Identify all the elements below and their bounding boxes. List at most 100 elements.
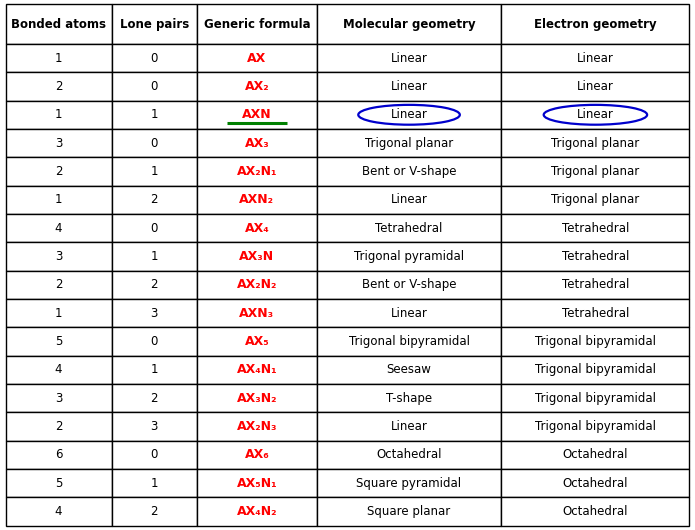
Bar xyxy=(6,186,112,214)
Text: Octahedral: Octahedral xyxy=(563,448,628,462)
Bar xyxy=(197,271,317,299)
Text: AXN₃: AXN₃ xyxy=(239,307,275,320)
Text: Tetrahedral: Tetrahedral xyxy=(562,307,629,320)
Text: AXN: AXN xyxy=(242,108,272,121)
Text: Trigonal bipyramidal: Trigonal bipyramidal xyxy=(535,392,656,405)
Text: Electron geometry: Electron geometry xyxy=(534,17,657,31)
Bar xyxy=(501,129,689,157)
Bar xyxy=(6,44,112,72)
Text: Trigonal planar: Trigonal planar xyxy=(551,193,639,206)
Bar xyxy=(197,242,317,271)
Text: 0: 0 xyxy=(151,80,158,93)
Text: Square planar: Square planar xyxy=(368,505,450,518)
Text: Seesaw: Seesaw xyxy=(386,364,432,376)
Text: Linear: Linear xyxy=(577,51,614,65)
Text: 2: 2 xyxy=(55,80,63,93)
Bar xyxy=(197,384,317,412)
Text: Trigonal planar: Trigonal planar xyxy=(551,137,639,149)
Text: 2: 2 xyxy=(151,392,158,405)
Bar xyxy=(112,299,197,328)
Text: 0: 0 xyxy=(151,335,158,348)
Text: 1: 1 xyxy=(151,364,158,376)
Bar xyxy=(317,299,501,328)
Text: Generic formula: Generic formula xyxy=(204,17,310,31)
Bar xyxy=(112,412,197,441)
Bar xyxy=(317,441,501,469)
Bar xyxy=(317,384,501,412)
Bar xyxy=(317,44,501,72)
Bar xyxy=(317,412,501,441)
Text: Linear: Linear xyxy=(391,307,427,320)
Text: 5: 5 xyxy=(55,335,63,348)
Bar xyxy=(112,498,197,526)
Bar xyxy=(501,271,689,299)
Text: Trigonal bipyramidal: Trigonal bipyramidal xyxy=(535,335,656,348)
Bar xyxy=(6,299,112,328)
Text: Octahedral: Octahedral xyxy=(563,477,628,490)
Text: Linear: Linear xyxy=(577,108,614,121)
Text: Linear: Linear xyxy=(391,51,427,65)
Text: 2: 2 xyxy=(55,165,63,178)
Bar xyxy=(197,72,317,101)
Bar xyxy=(501,441,689,469)
Text: AX₄N₂: AX₄N₂ xyxy=(236,505,277,518)
Bar xyxy=(197,412,317,441)
Bar xyxy=(6,101,112,129)
Text: 3: 3 xyxy=(151,307,158,320)
Text: 2: 2 xyxy=(151,278,158,292)
Text: 4: 4 xyxy=(55,505,63,518)
Bar xyxy=(317,356,501,384)
Text: AX₅N₁: AX₅N₁ xyxy=(236,477,277,490)
Bar xyxy=(197,299,317,328)
Text: AX₄: AX₄ xyxy=(245,222,269,235)
Text: Lone pairs: Lone pairs xyxy=(120,17,189,31)
Text: 2: 2 xyxy=(55,420,63,433)
Text: Octahedral: Octahedral xyxy=(376,448,442,462)
Bar xyxy=(112,129,197,157)
Text: 1: 1 xyxy=(151,108,158,121)
Bar xyxy=(6,469,112,498)
Text: 0: 0 xyxy=(151,137,158,149)
Text: AX: AX xyxy=(247,51,266,65)
Text: T-shape: T-shape xyxy=(386,392,432,405)
Text: Trigonal planar: Trigonal planar xyxy=(551,165,639,178)
Bar xyxy=(112,72,197,101)
Text: Tetrahedral: Tetrahedral xyxy=(375,222,443,235)
Bar xyxy=(197,44,317,72)
Text: AX₂: AX₂ xyxy=(245,80,269,93)
Text: 1: 1 xyxy=(55,51,63,65)
Text: AX₅: AX₅ xyxy=(245,335,269,348)
Bar xyxy=(197,214,317,242)
Bar xyxy=(112,356,197,384)
Bar xyxy=(501,186,689,214)
Text: 3: 3 xyxy=(55,392,63,405)
Text: 6: 6 xyxy=(55,448,63,462)
Bar xyxy=(6,356,112,384)
Text: AX₃: AX₃ xyxy=(245,137,269,149)
Bar xyxy=(197,498,317,526)
Text: 0: 0 xyxy=(151,448,158,462)
Bar xyxy=(501,498,689,526)
Bar xyxy=(317,214,501,242)
Text: 2: 2 xyxy=(151,193,158,206)
Bar xyxy=(6,129,112,157)
Text: Linear: Linear xyxy=(391,108,427,121)
Text: AX₃N₂: AX₃N₂ xyxy=(236,392,277,405)
Text: Linear: Linear xyxy=(391,420,427,433)
Text: 0: 0 xyxy=(151,51,158,65)
Text: 1: 1 xyxy=(151,165,158,178)
Bar xyxy=(112,4,197,44)
Text: AX₄N₁: AX₄N₁ xyxy=(236,364,277,376)
Bar xyxy=(501,4,689,44)
Text: 1: 1 xyxy=(151,477,158,490)
Bar xyxy=(317,72,501,101)
Bar xyxy=(112,384,197,412)
Bar xyxy=(112,242,197,271)
Bar xyxy=(317,242,501,271)
Bar xyxy=(112,186,197,214)
Bar xyxy=(6,384,112,412)
Bar xyxy=(197,186,317,214)
Bar xyxy=(112,101,197,129)
Bar xyxy=(197,356,317,384)
Text: 3: 3 xyxy=(55,250,63,263)
